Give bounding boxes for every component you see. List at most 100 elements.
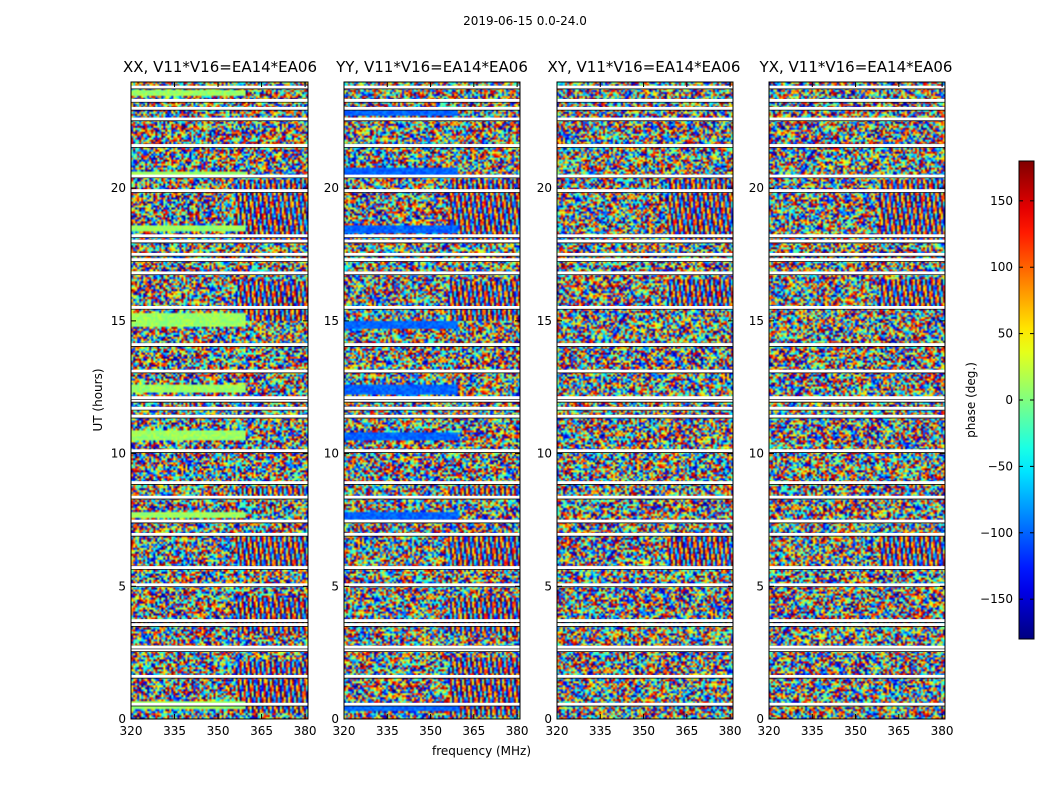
flagged-row	[344, 85, 520, 89]
flagged-row	[131, 258, 308, 262]
flagged-row	[131, 189, 308, 193]
flagged-row	[769, 449, 945, 453]
flagged-row	[769, 98, 945, 103]
flagged-row	[769, 406, 945, 411]
flagged-row	[557, 398, 733, 403]
x-tick-label: 350	[632, 724, 655, 738]
flagged-row	[557, 702, 733, 707]
flagged-row	[131, 369, 308, 373]
flagged-row	[344, 239, 520, 243]
y-tick-label: 20	[749, 181, 764, 195]
panel-frame	[768, 81, 946, 720]
flagged-row	[344, 449, 520, 453]
flagged-row	[557, 189, 733, 193]
x-tick-label: 380	[931, 724, 954, 738]
flagged-row	[557, 98, 733, 103]
flagged-row	[131, 674, 308, 679]
flagged-row	[131, 144, 308, 148]
flagged-row	[131, 532, 308, 537]
flagged-row	[557, 306, 733, 310]
flagged-row	[769, 234, 945, 238]
y-tick-label: 10	[111, 447, 126, 461]
flagged-row	[131, 117, 308, 121]
flagged-row	[769, 623, 945, 627]
heatmap-panel-1: 320 335 350 365 380 0 5 10 15 20	[111, 81, 317, 738]
x-tick-label: 335	[376, 724, 399, 738]
flagged-row	[769, 106, 945, 111]
flagged-row	[769, 189, 945, 193]
heatmap-panel-3: 320 335 350 365 380 0 5 10 15 20	[537, 81, 742, 738]
flagged-row	[344, 396, 520, 400]
flagged-row	[131, 449, 308, 453]
flagged-row	[769, 117, 945, 121]
colorbar-tick-label: 50	[998, 327, 1013, 341]
flagged-row	[131, 174, 308, 178]
flagged-row	[344, 519, 520, 523]
flagged-row	[131, 406, 308, 411]
flagged-row	[557, 645, 733, 649]
flagged-row	[131, 566, 308, 570]
flagged-row	[344, 117, 520, 121]
flagged-row	[131, 239, 308, 243]
colorbar-tick-label: 150	[990, 194, 1013, 208]
colorbar-tick-label: 100	[990, 260, 1013, 274]
y-tick-label: 10	[537, 447, 552, 461]
flagged-row	[131, 306, 308, 310]
y-tick-label: 15	[537, 314, 552, 328]
flagged-row	[769, 481, 945, 485]
flagged-row	[769, 674, 945, 679]
flagged-row	[557, 239, 733, 243]
y-tick-label: 0	[544, 712, 552, 726]
flagged-row	[557, 174, 733, 178]
flagged-row	[769, 398, 945, 403]
y-tick-label: 10	[749, 447, 764, 461]
flagged-row	[344, 234, 520, 238]
panel-title-xx: XX, V11*V16=EA14*EA06	[122, 58, 317, 76]
x-tick-label: 380	[719, 724, 742, 738]
x-tick-label: 350	[207, 724, 230, 738]
flagged-row	[769, 519, 945, 523]
y-tick-label: 5	[331, 579, 339, 593]
flagged-row	[131, 396, 308, 400]
colorbar-tick-label: −100	[980, 526, 1013, 540]
flagged-row	[769, 495, 945, 499]
flagged-row	[557, 106, 733, 111]
y-tick-label: 0	[118, 712, 126, 726]
panel-frame	[343, 81, 521, 720]
flagged-row	[344, 619, 520, 623]
flagged-row	[344, 648, 520, 652]
flagged-row	[769, 239, 945, 243]
x-tick-label: 380	[506, 724, 529, 738]
flagged-row	[344, 106, 520, 111]
flagged-row	[131, 98, 308, 103]
panel-frame	[556, 81, 734, 720]
flagged-row	[557, 234, 733, 238]
flagged-row	[344, 252, 520, 257]
flagged-row	[769, 85, 945, 89]
flagged-row	[131, 519, 308, 523]
x-tick-label: 380	[294, 724, 317, 738]
y-tick-label: 10	[324, 447, 339, 461]
flagged-row	[769, 174, 945, 178]
flagged-row	[344, 702, 520, 707]
y-tick-label: 5	[544, 579, 552, 593]
flagged-row	[557, 406, 733, 411]
flagged-row	[344, 369, 520, 373]
heatmap-panel-4: 320 335 350 365 380 0 5 10 15 20	[749, 81, 954, 738]
flagged-row	[769, 619, 945, 623]
flagged-row	[131, 623, 308, 627]
flagged-row	[769, 583, 945, 587]
flagged-row	[131, 234, 308, 238]
flagged-row	[557, 258, 733, 262]
y-tick-label: 20	[111, 181, 126, 195]
flagged-row	[131, 85, 308, 89]
flagged-row	[769, 702, 945, 707]
x-tick-label: 320	[546, 724, 569, 738]
x-tick-label: 365	[675, 724, 698, 738]
flagged-row	[131, 343, 308, 347]
flagged-row	[557, 566, 733, 570]
x-tick-label: 365	[250, 724, 273, 738]
flagged-row	[769, 396, 945, 400]
flagged-row	[557, 481, 733, 485]
